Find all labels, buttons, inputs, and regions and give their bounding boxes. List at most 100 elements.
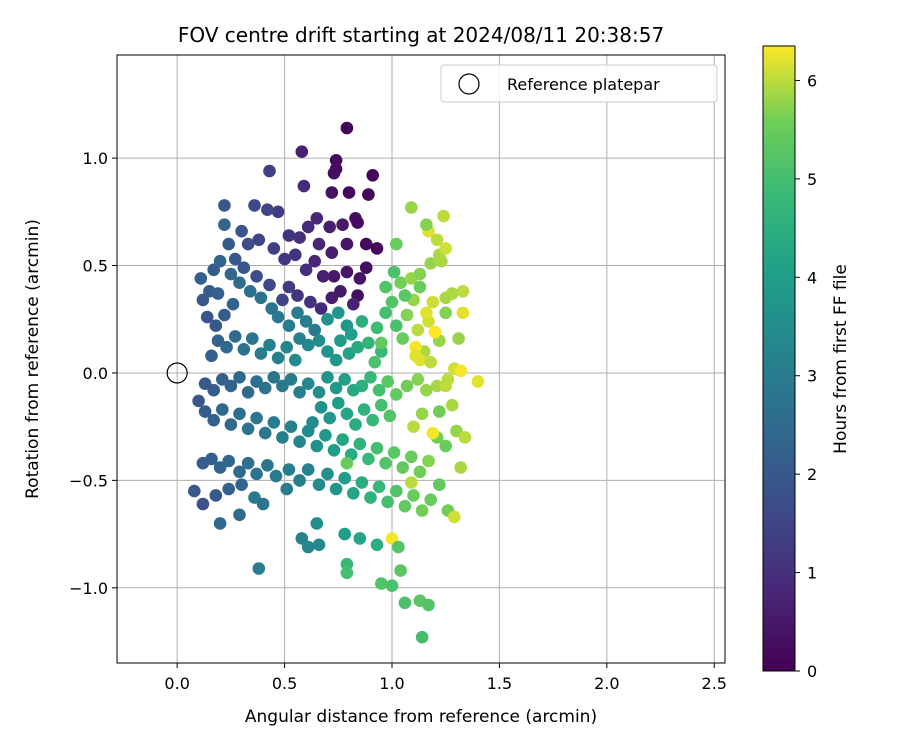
data-point xyxy=(263,338,276,352)
data-point xyxy=(280,482,294,496)
data-point xyxy=(265,302,279,315)
data-point xyxy=(314,302,328,315)
data-point xyxy=(370,242,384,255)
data-point xyxy=(316,270,330,283)
data-point xyxy=(312,237,326,251)
data-point xyxy=(387,265,401,279)
data-point xyxy=(456,306,470,320)
y-axis-label: Rotation from reference (arcmin) xyxy=(23,219,43,499)
data-point xyxy=(263,278,276,292)
data-point xyxy=(340,121,354,135)
data-points xyxy=(188,121,485,644)
data-point xyxy=(258,381,272,395)
data-point xyxy=(336,218,349,231)
data-point xyxy=(387,446,401,459)
data-point xyxy=(347,383,360,397)
data-point xyxy=(267,416,281,429)
y-axis-ticks: −1.0 −0.5 0.0 0.5 1.0 xyxy=(69,149,117,598)
data-point xyxy=(205,349,218,363)
data-point xyxy=(218,199,231,212)
data-point xyxy=(338,373,352,386)
data-point xyxy=(246,332,259,345)
data-point xyxy=(420,306,433,320)
data-point xyxy=(250,467,263,481)
data-point xyxy=(304,295,317,309)
data-point xyxy=(213,254,227,268)
colorbar-tick-label: 3 xyxy=(807,367,817,386)
data-point xyxy=(351,216,364,229)
x-tick-label: 2.0 xyxy=(594,674,619,693)
data-point xyxy=(282,280,296,294)
data-point xyxy=(340,407,354,421)
data-point xyxy=(329,381,343,395)
data-point xyxy=(329,353,343,367)
data-point xyxy=(269,469,283,483)
data-point xyxy=(407,420,420,434)
data-point xyxy=(301,463,315,476)
data-point xyxy=(370,538,384,552)
data-point xyxy=(433,405,446,418)
data-point xyxy=(241,456,255,470)
data-point xyxy=(228,252,242,266)
data-point xyxy=(284,420,298,434)
data-point xyxy=(420,218,433,231)
data-point xyxy=(338,471,352,485)
data-point xyxy=(407,489,420,502)
data-point xyxy=(329,162,343,176)
chart-title: FOV centre drift starting at 2024/08/11 … xyxy=(178,23,664,47)
y-tick-label: −1.0 xyxy=(69,579,108,598)
y-tick-label: 0.5 xyxy=(83,257,108,276)
data-point xyxy=(372,383,386,397)
data-point xyxy=(392,540,405,554)
data-point xyxy=(254,347,268,360)
data-point xyxy=(312,538,326,552)
data-point xyxy=(312,386,326,399)
colorbar-tick-label: 1 xyxy=(807,564,817,583)
data-point xyxy=(332,396,345,410)
x-axis-ticks: 0.0 0.5 1.0 1.5 2.0 2.5 xyxy=(164,663,727,693)
data-point xyxy=(353,272,367,285)
data-point xyxy=(237,343,251,356)
data-point xyxy=(205,452,218,466)
data-point xyxy=(357,403,371,416)
data-point xyxy=(362,336,375,350)
data-point xyxy=(334,285,347,298)
data-point xyxy=(439,379,453,393)
data-point xyxy=(428,325,442,339)
data-point xyxy=(351,340,364,354)
data-point xyxy=(394,564,407,577)
data-point xyxy=(289,353,302,367)
data-point xyxy=(209,489,223,502)
data-point xyxy=(198,405,212,418)
data-point xyxy=(312,334,326,348)
data-point xyxy=(415,630,429,644)
data-point xyxy=(276,379,289,393)
data-point xyxy=(338,527,352,541)
data-point xyxy=(194,272,208,285)
data-point xyxy=(383,409,397,423)
data-point xyxy=(218,218,231,231)
x-tick-label: 0.5 xyxy=(272,674,297,693)
data-point xyxy=(366,169,380,182)
data-point xyxy=(271,351,285,365)
data-point xyxy=(237,261,251,275)
data-point xyxy=(450,424,463,438)
data-point xyxy=(222,482,235,496)
data-point xyxy=(424,493,438,507)
data-point xyxy=(370,441,384,455)
legend-marker-reference xyxy=(458,73,480,95)
data-point xyxy=(213,461,227,474)
data-point xyxy=(263,164,276,178)
data-point xyxy=(355,476,369,489)
data-point xyxy=(224,418,238,431)
data-point xyxy=(297,179,311,193)
data-point xyxy=(454,364,468,378)
data-point xyxy=(445,398,459,412)
reference-platepar-marker xyxy=(166,362,188,384)
data-point xyxy=(349,418,362,431)
data-point xyxy=(396,461,410,474)
data-point xyxy=(241,422,255,436)
data-point xyxy=(359,261,373,275)
data-point xyxy=(362,188,375,201)
y-tick-label: 0.0 xyxy=(83,364,108,383)
